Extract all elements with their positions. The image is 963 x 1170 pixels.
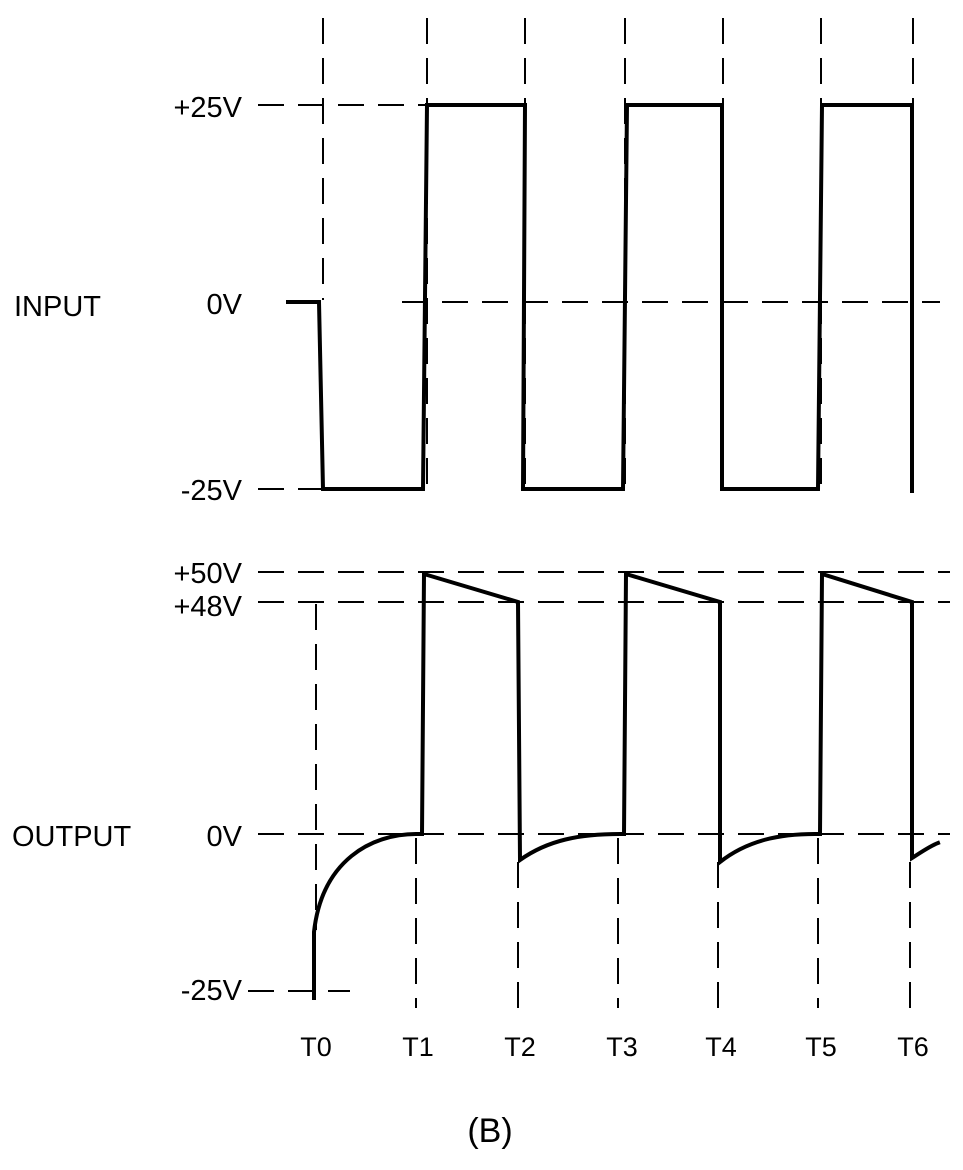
time-label-t1: T1 [402, 1032, 434, 1062]
input-level-0: 0V [207, 289, 243, 321]
output-level-plus48: +48V [173, 591, 242, 623]
output-level-minus25: -25V [181, 975, 243, 1007]
figure-caption: (B) [467, 1112, 512, 1150]
input-square-wave [286, 103, 914, 493]
output-level-plus50: +50V [173, 558, 242, 590]
output-label: OUTPUT [12, 821, 132, 853]
output-differentiated-wave [312, 571, 941, 1000]
input-label: INPUT [14, 291, 101, 323]
time-label-t6: T6 [897, 1032, 929, 1062]
time-axis-labels: T0 T1 T2 T3 T4 T5 T6 [300, 1032, 929, 1062]
input-level-minus25: -25V [181, 475, 243, 507]
output-level-0: 0V [207, 821, 243, 853]
time-label-t0: T0 [300, 1032, 332, 1062]
input-level-plus25: +25V [173, 92, 242, 124]
time-label-t2: T2 [504, 1032, 536, 1062]
time-label-t4: T4 [705, 1032, 737, 1062]
time-label-t5: T5 [805, 1032, 837, 1062]
vertical-time-gridlines [315, 18, 914, 1008]
horizontal-level-gridlines [248, 104, 950, 992]
time-label-t3: T3 [606, 1032, 638, 1062]
